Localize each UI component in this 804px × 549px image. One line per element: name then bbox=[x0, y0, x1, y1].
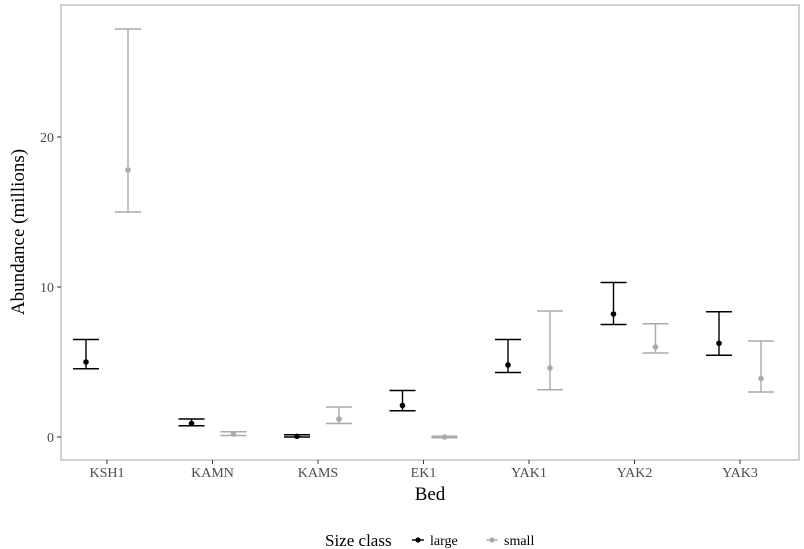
x-tick-label: KAMN bbox=[191, 466, 234, 481]
plot-panel bbox=[60, 4, 800, 461]
x-axis: KSH1 KAMN KAMS EK1 YAK1 YAK2 YAK3 bbox=[89, 460, 758, 481]
x-tick-label: YAK2 bbox=[617, 466, 653, 481]
legend-key-point bbox=[415, 537, 421, 543]
y-axis: 0 10 20 bbox=[40, 131, 61, 446]
data-point bbox=[83, 359, 89, 365]
legend-key-point bbox=[489, 537, 495, 543]
series-small bbox=[115, 28, 774, 440]
data-point bbox=[230, 431, 237, 437]
legend: Size class large small bbox=[325, 531, 534, 549]
data-point bbox=[441, 434, 448, 440]
data-point bbox=[652, 344, 659, 350]
data-point bbox=[188, 420, 195, 427]
data-point bbox=[505, 362, 511, 368]
data-point bbox=[610, 311, 617, 317]
x-axis-title: Bed bbox=[415, 484, 446, 505]
legend-label: small bbox=[504, 534, 534, 549]
legend-title: Size class bbox=[325, 531, 392, 549]
y-tick-label: 10 bbox=[40, 281, 54, 296]
x-tick-label: KSH1 bbox=[89, 466, 124, 481]
data-point bbox=[294, 433, 300, 440]
data-point bbox=[399, 402, 406, 409]
x-tick-label: YAK1 bbox=[511, 466, 547, 481]
x-tick-label: KAMS bbox=[298, 466, 338, 481]
y-axis-title: Abundance (millions) bbox=[8, 149, 29, 315]
data-point bbox=[125, 167, 131, 173]
series-large bbox=[73, 281, 732, 440]
data-marks bbox=[73, 28, 774, 440]
legend-label: large bbox=[430, 534, 458, 549]
x-tick-label: YAK3 bbox=[722, 466, 758, 481]
x-tick-label: EK1 bbox=[411, 466, 437, 481]
data-point bbox=[716, 340, 722, 347]
y-tick-label: 0 bbox=[47, 431, 54, 446]
data-point bbox=[758, 375, 764, 382]
data-point bbox=[547, 365, 553, 371]
data-point bbox=[336, 416, 342, 422]
y-tick-label: 20 bbox=[40, 131, 54, 146]
